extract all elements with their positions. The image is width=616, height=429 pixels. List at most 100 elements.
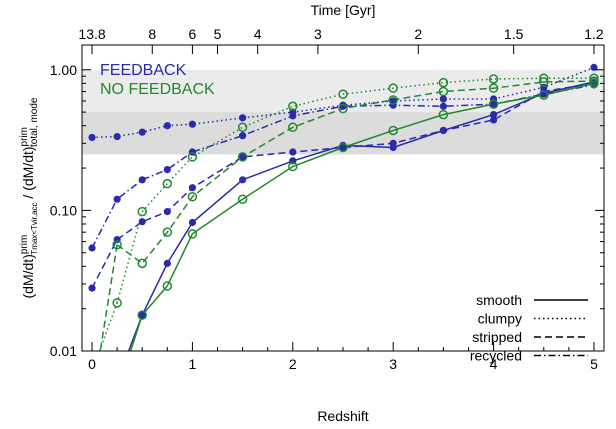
data-point-no-feedback-smooth xyxy=(187,229,198,239)
top-tick-label-6: 2 xyxy=(414,26,422,42)
data-point-feedback-stripped xyxy=(389,139,397,147)
series-markers xyxy=(88,63,599,320)
top-tick-label-0: 13.8 xyxy=(78,26,105,42)
x-tick-label-0: 0 xyxy=(88,356,96,372)
data-point-feedback-clumpy xyxy=(163,122,171,130)
series-tail-no-feedback-stripped xyxy=(99,244,118,351)
data-point-no-feedback-smooth xyxy=(162,281,173,291)
data-point-feedback-stripped xyxy=(289,148,297,156)
data-point-no-feedback-smooth xyxy=(288,161,298,172)
data-point-feedback-stripped xyxy=(439,126,447,135)
top-tick-label-4: 4 xyxy=(254,26,262,42)
data-point-no-feedback-clumpy xyxy=(388,83,398,93)
data-point-feedback-recycled xyxy=(88,244,96,252)
data-point-no-feedback-stripped xyxy=(488,83,499,93)
data-point-feedback-smooth xyxy=(163,259,171,267)
top-tick-label-1: 8 xyxy=(148,26,156,42)
data-point-feedback-stripped xyxy=(88,284,96,292)
data-point-no-feedback-stripped xyxy=(137,258,147,269)
data-point-feedback-clumpy xyxy=(239,114,247,122)
x-tick-label-1: 1 xyxy=(189,356,197,372)
data-point-no-feedback-clumpy xyxy=(137,206,147,217)
data-point-no-feedback-clumpy xyxy=(488,74,499,84)
data-point-no-feedback-stripped xyxy=(112,239,122,250)
data-point-no-feedback-clumpy xyxy=(589,73,599,84)
data-point-no-feedback-clumpy xyxy=(438,77,449,88)
data-point-no-feedback-clumpy xyxy=(288,101,298,112)
data-point-feedback-stripped xyxy=(163,208,171,216)
x-tick-label-4: 4 xyxy=(490,356,498,372)
x-axis-title: Redshift xyxy=(317,408,368,424)
group-label-no-feedback: NO FEEDBACK xyxy=(100,81,215,98)
data-point-no-feedback-clumpy xyxy=(187,152,198,162)
data-point-no-feedback-stripped xyxy=(589,76,599,86)
data-point-feedback-clumpy xyxy=(88,133,96,142)
data-point-feedback-recycled xyxy=(113,195,121,203)
data-point-no-feedback-stripped xyxy=(438,86,449,97)
group-label-feedback: FEEDBACK xyxy=(100,62,187,79)
data-point-feedback-clumpy xyxy=(188,120,197,128)
legend-label-stripped: stripped xyxy=(472,329,522,345)
shaded-bands xyxy=(82,69,604,155)
legend-label-smooth: smooth xyxy=(476,292,522,308)
x-tick-label-2: 2 xyxy=(289,356,297,372)
y-title-numerator: (dM/dt) xyxy=(20,254,36,298)
data-point-no-feedback-stripped xyxy=(162,227,173,237)
top-tick-label-8: 1.2 xyxy=(584,26,604,42)
top-tick-label-2: 6 xyxy=(189,26,197,42)
data-point-feedback-stripped xyxy=(188,184,197,192)
data-point-no-feedback-smooth xyxy=(438,109,449,120)
axis-ticks xyxy=(82,45,604,352)
data-point-feedback-recycled xyxy=(138,176,146,184)
data-point-feedback-stripped xyxy=(339,143,347,152)
data-point-feedback-recycled xyxy=(163,165,171,174)
data-point-feedback-stripped xyxy=(489,116,498,124)
data-point-feedback-recycled xyxy=(489,100,498,108)
data-point-no-feedback-stripped xyxy=(539,77,549,87)
y-title-denominator-sub: total, mode xyxy=(29,97,40,147)
data-point-no-feedback-clumpy xyxy=(338,89,348,99)
data-point-feedback-smooth xyxy=(489,110,498,119)
data-point-no-feedback-smooth xyxy=(237,194,248,204)
data-point-feedback-smooth xyxy=(138,311,146,319)
top-axis-title: Time [Gyr] xyxy=(311,2,376,18)
series-line-no-feedback-clumpy xyxy=(116,77,594,303)
top-tick-label-3: 5 xyxy=(214,26,222,42)
y-tick-label-2: 1.00 xyxy=(50,62,77,78)
data-point-feedback-clumpy xyxy=(113,132,121,141)
top-tick-label-5: 3 xyxy=(314,26,322,42)
legend-label-recycled: recycled xyxy=(470,348,522,364)
data-point-no-feedback-smooth xyxy=(338,142,348,153)
data-point-feedback-recycled xyxy=(540,90,548,98)
data-point-feedback-clumpy xyxy=(590,63,598,71)
y-axis-title: (dM/dt)primTmax<Tvir,acc / (dM/dt)primto… xyxy=(19,97,40,298)
y-title-denominator: (dM/dt) xyxy=(20,146,36,190)
legend: smooth clumpy stripped recycled xyxy=(470,292,588,364)
data-point-feedback-recycled xyxy=(239,132,247,140)
top-tick-label-7: 1.5 xyxy=(504,26,524,42)
data-point-feedback-recycled xyxy=(439,102,447,110)
data-point-no-feedback-smooth xyxy=(488,99,499,109)
x-tick-label-5: 5 xyxy=(590,356,598,372)
y-title-numerator-sub: Tmax<Tvir,acc xyxy=(30,202,39,254)
y-title-numerator-sup: prim xyxy=(19,235,30,254)
data-point-no-feedback-stripped xyxy=(338,103,348,114)
axis-tick-labels: 0 1 2 3 4 5 13.8 8 6 5 4 3 2 1.5 1.2 0.01 0.10 1.00 xyxy=(50,26,604,372)
y-tick-label-1: 0.10 xyxy=(50,202,77,218)
data-point-no-feedback-clumpy xyxy=(237,122,248,133)
data-point-no-feedback-smooth xyxy=(388,125,398,136)
y-title-separator: / xyxy=(20,191,36,203)
data-point-no-feedback-clumpy xyxy=(539,73,549,84)
data-point-no-feedback-stripped xyxy=(388,95,398,105)
data-point-feedback-clumpy xyxy=(138,128,146,136)
series-tail-no-feedback-smooth xyxy=(129,314,143,351)
data-point-feedback-clumpy xyxy=(439,95,447,103)
data-point-no-feedback-clumpy xyxy=(112,298,122,308)
data-point-feedback-stripped xyxy=(138,218,146,226)
y-title-denominator-sup: prim xyxy=(19,127,30,146)
data-point-no-feedback-clumpy xyxy=(162,178,173,189)
data-point-no-feedback-stripped xyxy=(187,192,198,202)
legend-label-clumpy: clumpy xyxy=(478,311,522,327)
y-tick-label-0: 0.01 xyxy=(50,343,77,359)
